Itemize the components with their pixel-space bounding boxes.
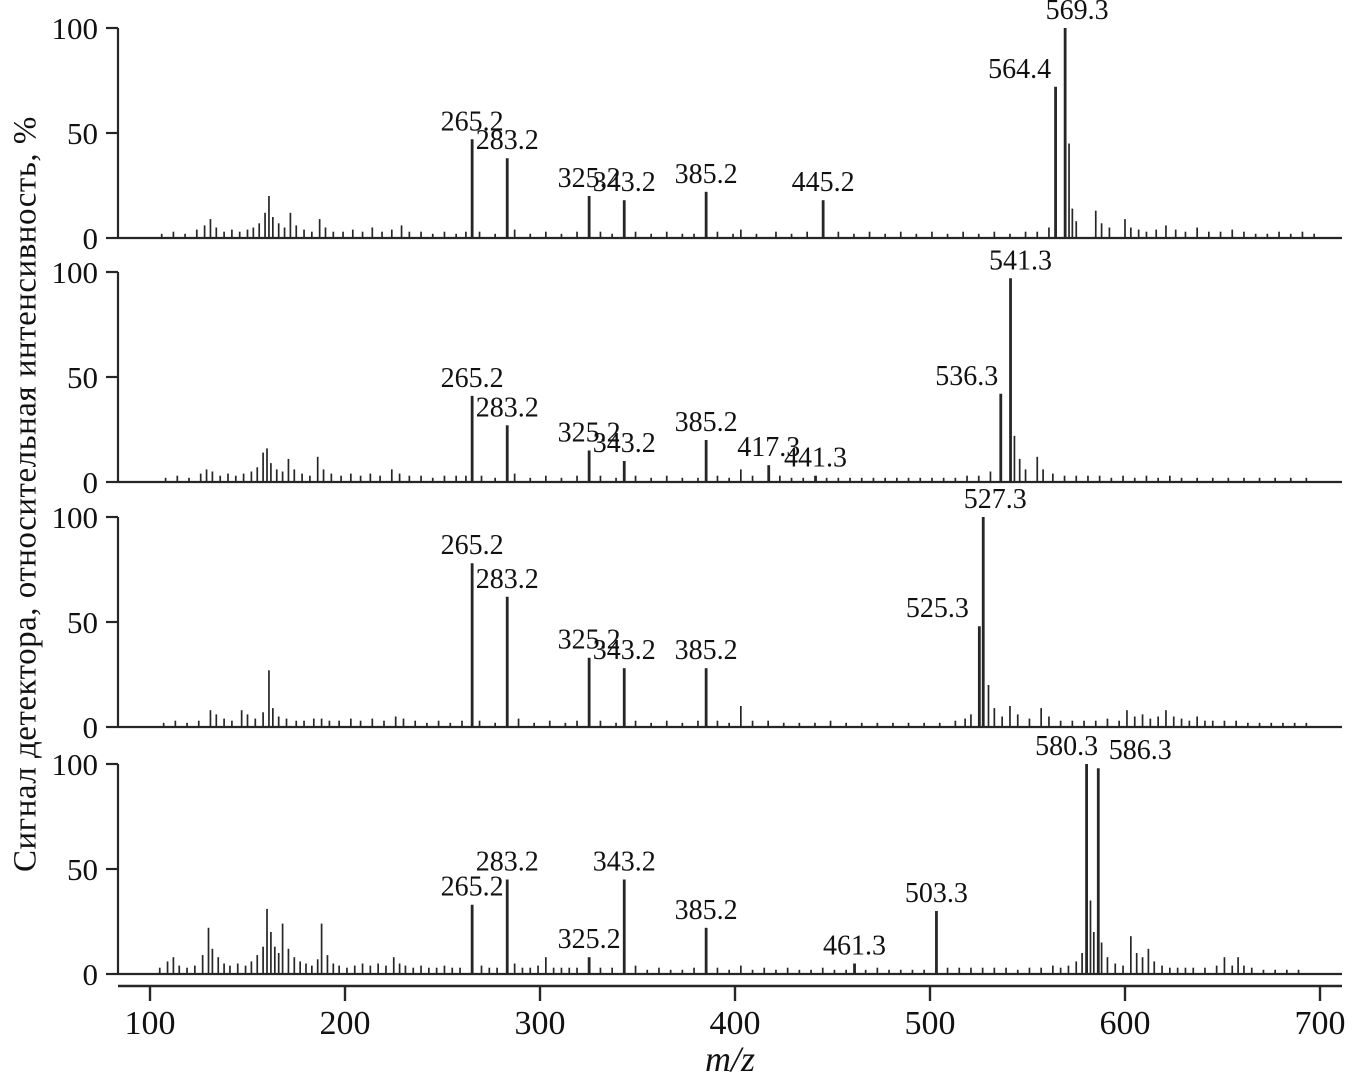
peak-label: 525.3	[906, 593, 969, 624]
x-tick-label: 300	[515, 1005, 566, 1042]
peak-label: 283.2	[476, 125, 539, 156]
y-tick-label: 100	[52, 255, 99, 290]
peak-label: 441.3	[784, 443, 847, 474]
x-axis: 100 200 300 400 500 600 700	[118, 984, 1346, 1042]
peak-label: 343.2	[593, 635, 656, 666]
peak-label: 461.3	[823, 931, 886, 962]
y-tick-label: 50	[67, 116, 98, 151]
peak-label: 417.3	[737, 432, 800, 463]
peak-label: 564.4	[988, 54, 1051, 85]
peak-label: 283.2	[476, 392, 539, 423]
y-tick-label: 0	[83, 221, 99, 256]
y-tick-label: 50	[67, 852, 98, 887]
x-tick-label: 700	[1295, 1005, 1346, 1042]
peak-label: 265.2	[441, 363, 504, 394]
y-tick-label: 0	[83, 465, 99, 500]
peak-label: 325.2	[558, 418, 621, 449]
peak-label: 541.3	[989, 245, 1052, 276]
peak-label: 586.3	[1109, 735, 1172, 766]
y-tick-label: 50	[67, 360, 98, 395]
peak-label: 343.2	[593, 167, 656, 198]
x-tick-label: 500	[905, 1005, 956, 1042]
peak-label: 283.2	[476, 564, 539, 595]
peak-label: 569.3	[1046, 0, 1109, 26]
x-tick-label: 100	[125, 1005, 176, 1042]
peak-label: 536.3	[935, 361, 998, 392]
peak-label: 580.3	[1035, 731, 1098, 762]
y-tick-label: 100	[52, 500, 99, 535]
peak-label: 265.2	[441, 872, 504, 903]
x-tick-label: 400	[710, 1005, 761, 1042]
y-tick-label: 100	[52, 747, 99, 782]
peak-label: 265.2	[441, 106, 504, 137]
peak-label: 503.3	[905, 878, 968, 909]
peak-label: 325.2	[558, 625, 621, 656]
x-tick-label: 200	[320, 1005, 371, 1042]
y-tick-label: 100	[52, 11, 99, 46]
peak-label: 385.2	[675, 635, 738, 666]
x-axis-title: m/z	[704, 1039, 755, 1079]
peak-label: 385.2	[675, 895, 738, 926]
peak-label: 325.2	[558, 163, 621, 194]
peak-label: 283.2	[476, 847, 539, 878]
y-tick-label: 0	[83, 710, 99, 745]
peak-label: 385.2	[675, 407, 738, 438]
peak-label: 265.2	[441, 530, 504, 561]
peak-label: 343.2	[593, 428, 656, 459]
peak-label: 385.2	[675, 159, 738, 190]
peak-label: 527.3	[964, 484, 1027, 515]
x-tick-label: 600	[1100, 1005, 1151, 1042]
y-tick-label: 0	[83, 957, 99, 992]
peak-label: 445.2	[792, 167, 855, 198]
y-tick-label: 50	[67, 605, 98, 640]
peak-label: 325.2	[558, 924, 621, 955]
peak-label: 343.2	[593, 847, 656, 878]
